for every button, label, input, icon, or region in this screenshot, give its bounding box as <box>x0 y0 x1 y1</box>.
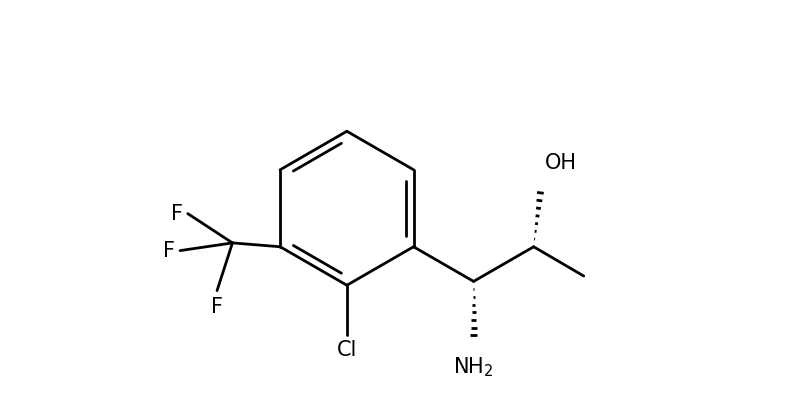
Text: F: F <box>163 241 176 260</box>
Text: OH: OH <box>545 153 577 173</box>
Text: F: F <box>171 204 183 223</box>
Text: Cl: Cl <box>336 340 357 360</box>
Text: NH$_2$: NH$_2$ <box>453 355 494 379</box>
Text: F: F <box>211 297 223 317</box>
